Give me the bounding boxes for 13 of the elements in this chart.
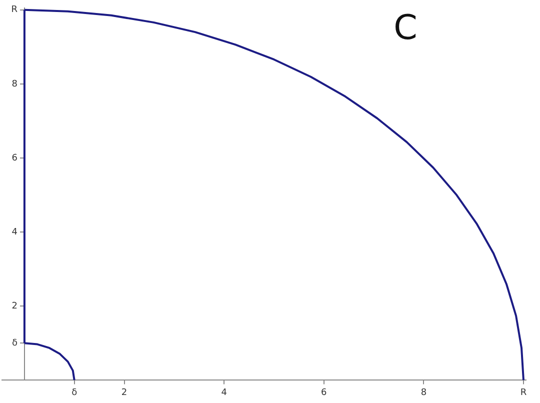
y-tick-label: 8: [12, 79, 18, 90]
y-tick-label: δ: [12, 338, 18, 349]
x-tick-label: R: [520, 388, 527, 398]
y-tick-label: 2: [12, 301, 18, 312]
x-tick-label: δ: [72, 388, 78, 398]
x-tick-label: 4: [221, 388, 228, 398]
y-tick-label: 4: [12, 227, 18, 238]
x-tick-label: 6: [321, 388, 328, 398]
x-tick-label: 2: [121, 388, 128, 398]
annotation: C: [394, 8, 418, 48]
y-tick-label: 6: [12, 153, 18, 164]
y-tick-label: R: [11, 5, 18, 16]
x-tick-label: 8: [420, 388, 427, 398]
